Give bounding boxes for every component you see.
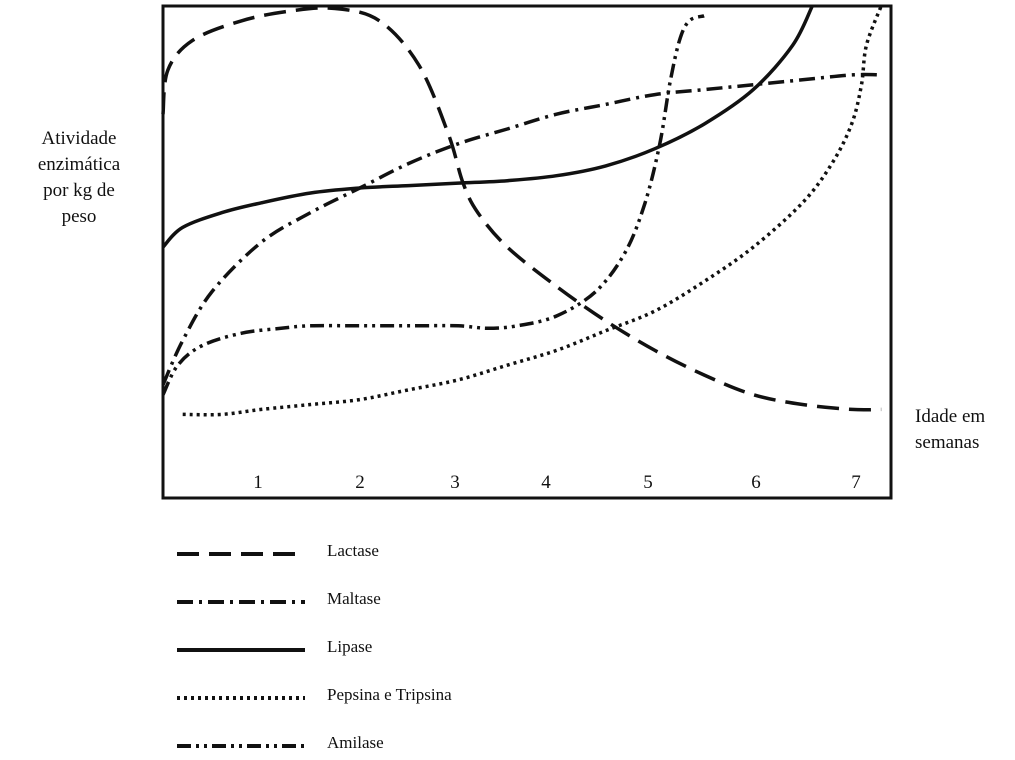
x-tick-label: 1 bbox=[253, 472, 263, 493]
series-line-pepsina-e-tripsina bbox=[182, 5, 883, 417]
legend-item-pepsina-tripsina: Pepsina e Tripsina bbox=[175, 682, 595, 712]
legend-swatch bbox=[177, 552, 305, 556]
y-axis-label-line: peso bbox=[61, 206, 97, 227]
legend-label: Lactase bbox=[327, 541, 379, 560]
legend-item-lipase: Lipase bbox=[175, 634, 595, 664]
legend-label: Lipase bbox=[327, 637, 373, 656]
series-line-lactase bbox=[161, 6, 882, 412]
legend: Lactase Maltase Lipase Pepsina e Tripsin… bbox=[0, 535, 1015, 753]
y-axis-label-line: por kg de bbox=[43, 180, 115, 201]
legend-swatch bbox=[177, 648, 305, 652]
legend-item-lactase: Lactase bbox=[175, 538, 595, 568]
series-line-lipase bbox=[161, 5, 814, 249]
legend-label: Maltase bbox=[327, 589, 381, 608]
x-axis-label-line: Idade em bbox=[915, 406, 986, 427]
legend-swatch bbox=[177, 744, 305, 748]
x-tick-label: 4 bbox=[541, 472, 551, 493]
series-line-amilase bbox=[161, 14, 705, 396]
legend-item-maltase: Maltase bbox=[175, 586, 595, 616]
legend-item-amilase: Amilase bbox=[175, 730, 595, 760]
legend-swatch bbox=[177, 696, 305, 700]
x-axis-label-line: semanas bbox=[915, 432, 980, 453]
x-tick-label: 3 bbox=[450, 472, 460, 493]
x-tick-label: 2 bbox=[355, 472, 365, 493]
x-tick-label: 7 bbox=[851, 472, 861, 493]
y-axis-label-line: Atividade bbox=[41, 128, 117, 149]
y-axis-label-line: enzimática bbox=[37, 154, 121, 175]
plot-svg: 1 2 3 4 5 6 7 bbox=[161, 4, 893, 500]
series-line-maltase bbox=[161, 72, 882, 386]
series-layer bbox=[161, 5, 883, 417]
plot-frame bbox=[161, 4, 893, 500]
x-tick-label: 5 bbox=[643, 472, 653, 493]
legend-label: Amilase bbox=[327, 733, 384, 752]
legend-swatch bbox=[177, 600, 305, 604]
legend-label: Pepsina e Tripsina bbox=[327, 685, 452, 704]
y-axis-label: Atividade enzimática por kg de peso bbox=[4, 126, 154, 230]
x-tick-label: 6 bbox=[751, 472, 761, 493]
x-tick-labels: 1 2 3 4 5 6 7 bbox=[253, 472, 861, 493]
x-axis-label: Idade em semanas bbox=[915, 404, 1015, 456]
